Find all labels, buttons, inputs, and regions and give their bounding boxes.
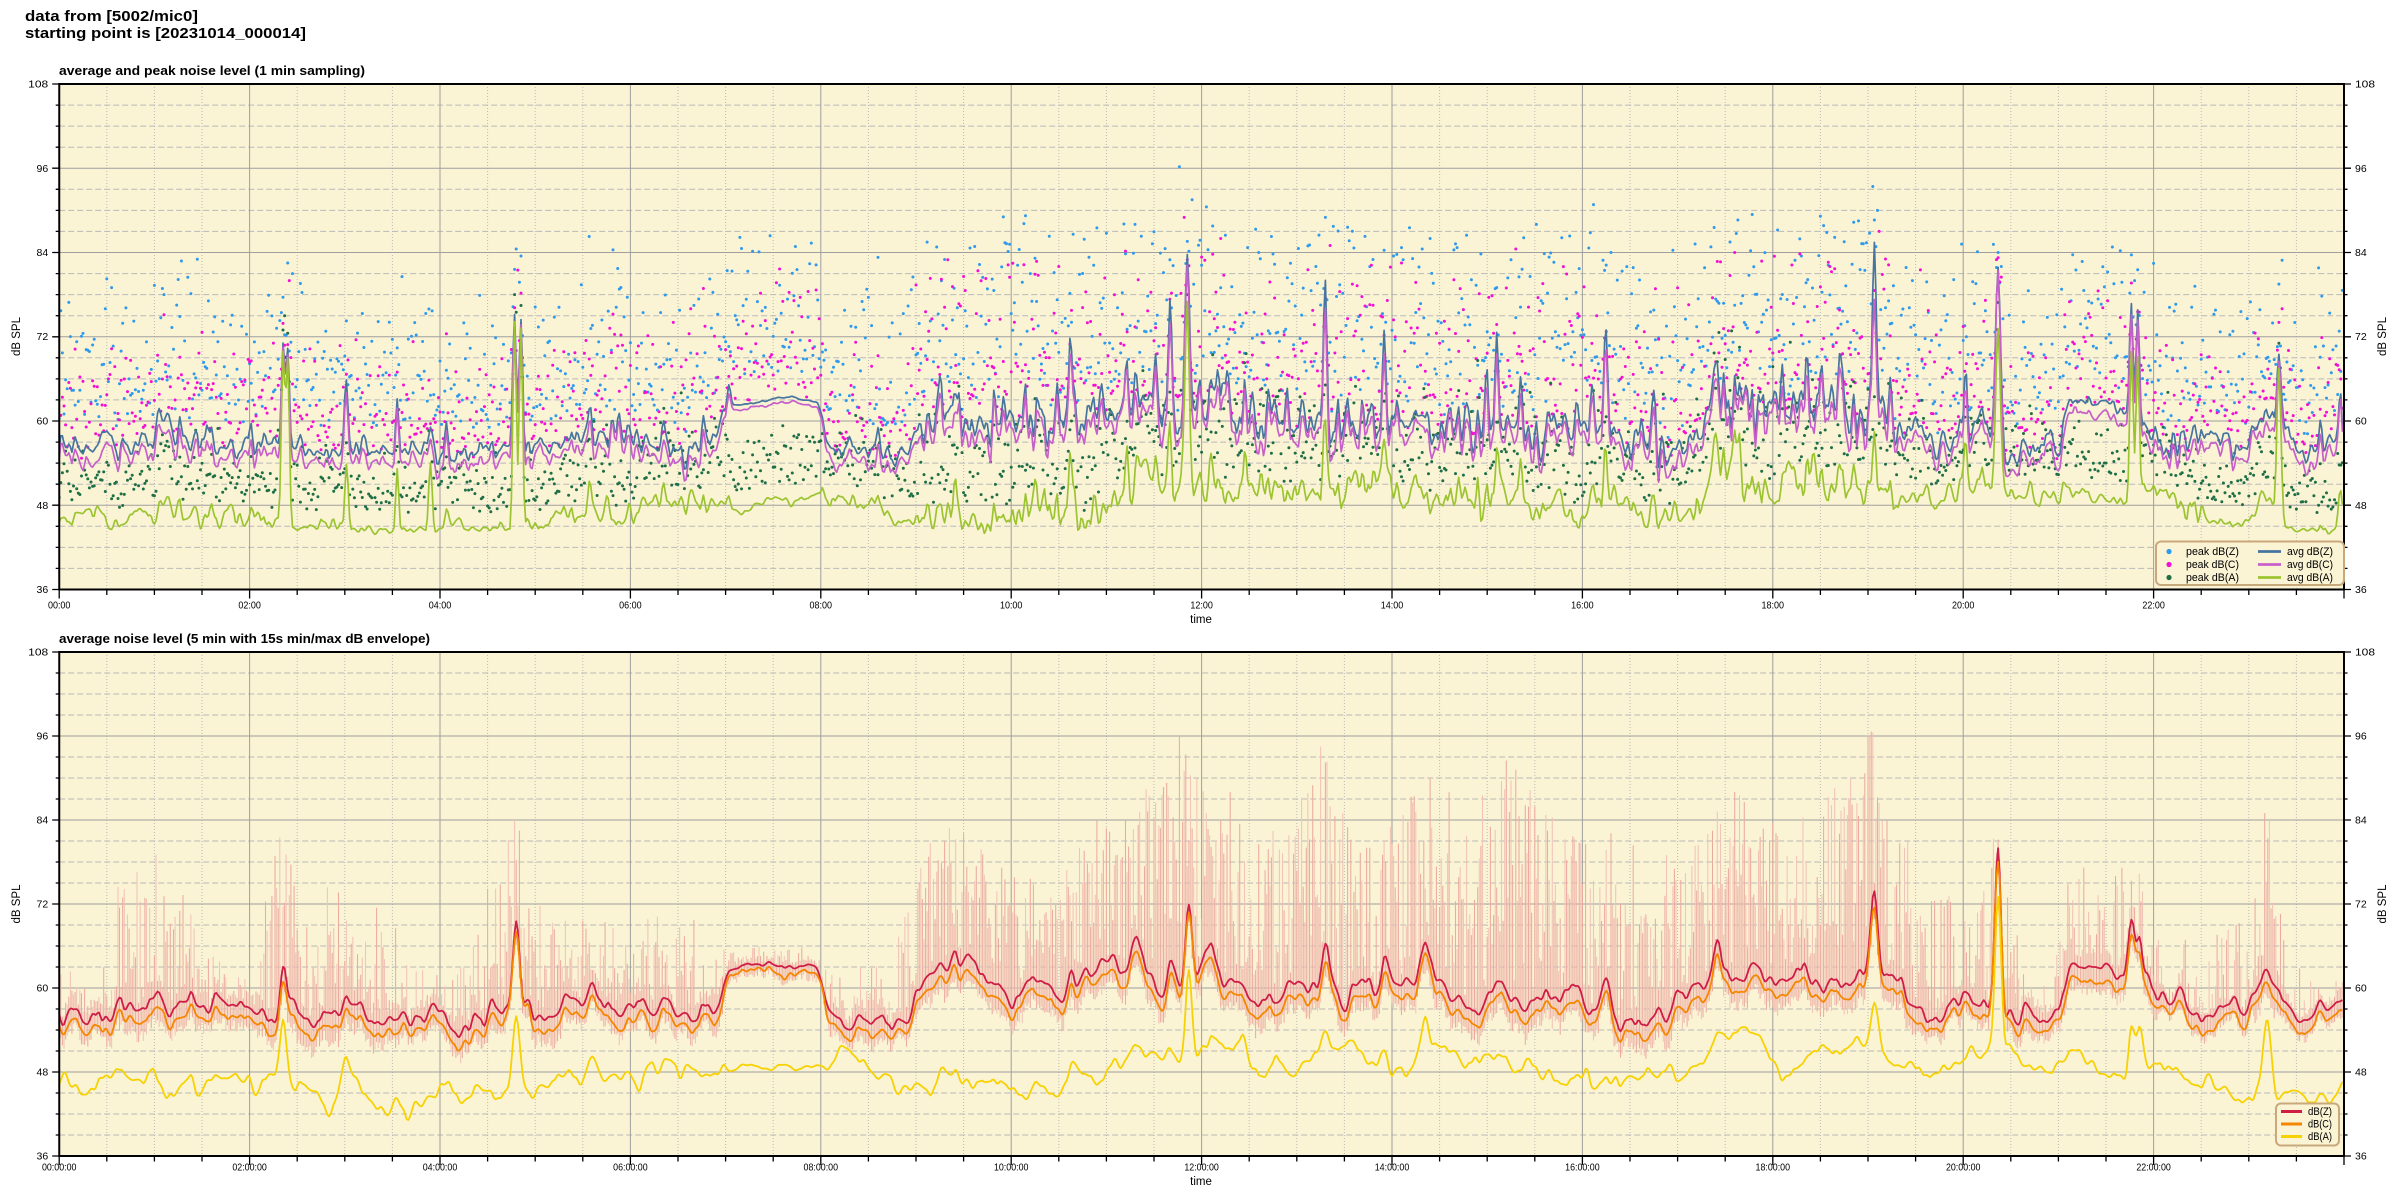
- svg-text:peak dB(A): peak dB(A): [2186, 572, 2239, 584]
- svg-text:36: 36: [37, 584, 49, 596]
- svg-text:96: 96: [2355, 731, 2367, 743]
- svg-text:84: 84: [37, 815, 49, 827]
- svg-text:108: 108: [2355, 647, 2375, 659]
- svg-text:avg dB(A): avg dB(A): [2287, 572, 2333, 584]
- svg-text:06:00: 06:00: [619, 600, 642, 612]
- svg-text:108: 108: [28, 79, 48, 91]
- svg-text:time: time: [1190, 1176, 1212, 1188]
- svg-text:96: 96: [2355, 163, 2367, 175]
- svg-text:average and peak noise level (: average and peak noise level (1 min samp…: [59, 64, 365, 78]
- svg-text:20:00:00: 20:00:00: [1946, 1162, 1981, 1174]
- svg-text:36: 36: [2355, 1151, 2367, 1163]
- svg-text:72: 72: [37, 899, 49, 911]
- svg-text:peak dB(Z): peak dB(Z): [2186, 546, 2239, 558]
- svg-text:36: 36: [2355, 584, 2367, 596]
- svg-text:avg dB(C): avg dB(C): [2287, 559, 2333, 571]
- svg-text:18:00: 18:00: [1762, 600, 1785, 612]
- svg-text:48: 48: [37, 1067, 49, 1079]
- svg-text:20:00: 20:00: [1952, 600, 1975, 612]
- svg-text:dB SPL: dB SPL: [11, 316, 23, 356]
- svg-text:dB(A): dB(A): [2308, 1131, 2332, 1143]
- svg-text:dB SPL: dB SPL: [2377, 884, 2389, 924]
- svg-text:60: 60: [37, 416, 49, 428]
- svg-text:dB(C): dB(C): [2308, 1119, 2332, 1131]
- svg-text:72: 72: [2355, 331, 2367, 343]
- svg-text:108: 108: [2355, 79, 2375, 91]
- svg-text:16:00:00: 16:00:00: [1565, 1162, 1600, 1174]
- svg-text:96: 96: [37, 163, 49, 175]
- svg-text:04:00: 04:00: [429, 600, 452, 612]
- svg-text:60: 60: [2355, 983, 2367, 995]
- svg-text:time: time: [1190, 614, 1212, 626]
- svg-text:84: 84: [2355, 247, 2367, 259]
- svg-text:60: 60: [2355, 416, 2367, 428]
- svg-text:48: 48: [37, 500, 49, 512]
- svg-text:peak dB(C): peak dB(C): [2186, 559, 2239, 571]
- svg-text:84: 84: [2355, 815, 2367, 827]
- svg-text:12:00: 12:00: [1190, 600, 1213, 612]
- svg-text:10:00: 10:00: [1000, 600, 1023, 612]
- svg-text:48: 48: [2355, 1067, 2367, 1079]
- svg-text:00:00:00: 00:00:00: [42, 1162, 77, 1174]
- svg-text:22:00: 22:00: [2142, 600, 2165, 612]
- svg-text:60: 60: [37, 983, 49, 995]
- svg-text:06:00:00: 06:00:00: [613, 1162, 648, 1174]
- svg-text:data from [5002/mic0]: data from [5002/mic0]: [25, 8, 198, 25]
- svg-text:16:00: 16:00: [1571, 600, 1594, 612]
- svg-text:00:00: 00:00: [48, 600, 71, 612]
- svg-text:dB SPL: dB SPL: [2377, 316, 2389, 356]
- svg-text:10:00:00: 10:00:00: [994, 1162, 1029, 1174]
- svg-text:02:00:00: 02:00:00: [232, 1162, 267, 1174]
- svg-text:72: 72: [37, 331, 49, 343]
- svg-text:48: 48: [2355, 500, 2367, 512]
- svg-text:12:00:00: 12:00:00: [1184, 1162, 1219, 1174]
- svg-text:14:00:00: 14:00:00: [1375, 1162, 1410, 1174]
- svg-text:18:00:00: 18:00:00: [1756, 1162, 1791, 1174]
- svg-text:dB(Z): dB(Z): [2308, 1106, 2332, 1118]
- svg-text:avg dB(Z): avg dB(Z): [2287, 546, 2333, 558]
- svg-text:04:00:00: 04:00:00: [423, 1162, 458, 1174]
- svg-text:96: 96: [37, 731, 49, 743]
- svg-text:08:00: 08:00: [810, 600, 833, 612]
- svg-text:dB SPL: dB SPL: [11, 884, 23, 924]
- svg-text:average noise level (5 min wit: average noise level (5 min with 15s min/…: [59, 632, 430, 646]
- svg-text:08:00:00: 08:00:00: [804, 1162, 839, 1174]
- svg-text:72: 72: [2355, 899, 2367, 911]
- svg-text:36: 36: [37, 1151, 49, 1163]
- svg-text:starting point is [20231014_00: starting point is [20231014_000014]: [25, 25, 306, 42]
- svg-text:02:00: 02:00: [238, 600, 261, 612]
- svg-text:22:00:00: 22:00:00: [2136, 1162, 2171, 1174]
- svg-text:84: 84: [37, 247, 49, 259]
- svg-text:14:00: 14:00: [1381, 600, 1404, 612]
- svg-text:108: 108: [28, 647, 48, 659]
